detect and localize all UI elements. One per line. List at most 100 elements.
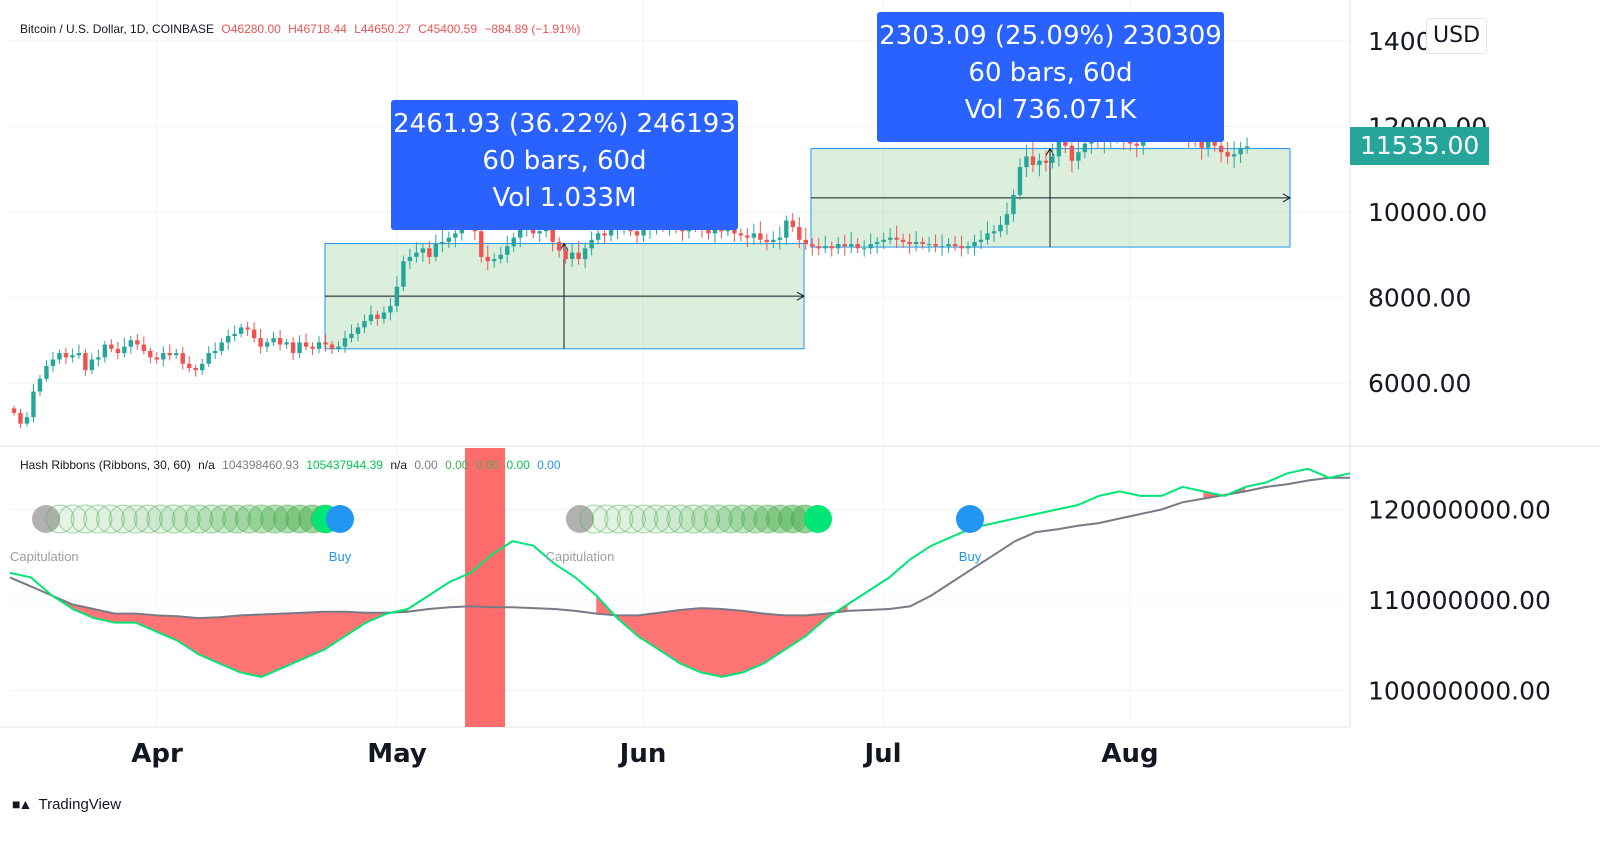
signal-bubble <box>579 504 609 534</box>
candle-body <box>608 229 614 236</box>
price-tick-label: 8000.00 <box>1368 284 1471 313</box>
buy-label: Buy <box>959 549 982 564</box>
signal-bubble <box>678 504 708 534</box>
candle-body <box>518 229 523 238</box>
candle-body <box>602 233 607 236</box>
candle-body <box>861 248 867 250</box>
candle-body <box>732 226 737 234</box>
candle-body <box>362 321 367 328</box>
measure-tooltip-2: 2303.09 (25.09%) 230309 60 bars, 60d Vol… <box>877 12 1224 142</box>
candle-body <box>751 233 757 238</box>
indicator-value-3: n/a <box>390 458 408 472</box>
measure-1-volume: Vol 1.033M <box>492 183 637 213</box>
candle-body <box>1199 139 1204 148</box>
candle-body <box>790 220 795 227</box>
tradingview-icon: ■▲ <box>12 796 32 812</box>
candle-body <box>836 244 841 249</box>
signal-bubble <box>70 504 100 534</box>
currency-button[interactable]: USD <box>1426 18 1488 54</box>
candle-body <box>180 353 185 364</box>
candle-body <box>823 246 828 249</box>
candle-body <box>453 233 458 238</box>
time-tick-label: Apr <box>131 739 183 769</box>
indicator-value-5: 0.00 <box>445 458 469 472</box>
candle-body <box>1244 146 1250 148</box>
measure-2-volume: Vol 736.071K <box>964 95 1137 125</box>
buy-label: Buy <box>329 549 352 564</box>
ribbon-fill <box>1203 486 1246 499</box>
candle-body <box>128 340 134 347</box>
candle-body <box>810 244 815 247</box>
time-tick-label: Jul <box>862 739 901 769</box>
signal-bubble <box>804 505 832 533</box>
indicator-value-7: 0.00 <box>506 458 530 472</box>
signal-bubble <box>716 504 746 534</box>
signal-bubble <box>691 504 721 534</box>
candle-body <box>368 314 374 322</box>
candle-body <box>206 353 211 364</box>
candle-body <box>375 314 380 319</box>
candle-body <box>874 241 880 245</box>
candle-body <box>115 348 121 354</box>
candle-body <box>44 365 49 379</box>
candle-body <box>446 237 452 242</box>
tradingview-logo[interactable]: ■▲ TradingView <box>12 796 121 813</box>
candle-body <box>797 226 802 240</box>
signal-bubble <box>121 504 151 534</box>
candle-body <box>1056 139 1062 157</box>
candle-body <box>998 224 1003 232</box>
measure-2-change: 2303.09 (25.09%) 230309 <box>879 21 1222 51</box>
open-value: O46280.00 <box>221 22 281 36</box>
candle-body <box>589 239 594 249</box>
candle-body <box>492 259 497 262</box>
candle-body <box>1063 139 1068 146</box>
signal-bubble <box>260 504 290 534</box>
ribbon-fill <box>596 595 848 677</box>
candle-body <box>1004 214 1010 225</box>
candle-body <box>388 306 393 313</box>
signal-bubble <box>740 504 770 534</box>
candle-body <box>225 335 231 343</box>
capitulation-label: Capitulation <box>546 549 615 564</box>
time-tick-label: May <box>367 739 427 769</box>
time-tick-label: Jun <box>618 739 667 769</box>
candle-body <box>109 344 114 349</box>
candle-body <box>991 231 997 234</box>
signal-bubble <box>196 504 226 534</box>
candle-body <box>122 346 127 354</box>
candle-body <box>511 237 516 247</box>
candle-body <box>264 342 270 347</box>
candle-body <box>167 353 172 356</box>
indicator-value-4: 0.00 <box>414 458 438 472</box>
price-tick-label: 6000.00 <box>1368 369 1471 398</box>
candle-body <box>329 344 335 349</box>
signal-bubble <box>108 504 138 534</box>
candle-body <box>1205 141 1211 148</box>
candle-body <box>24 417 30 424</box>
indicator-name[interactable]: Hash Ribbons (Ribbons, 30, 60) <box>20 458 191 472</box>
candle-body <box>232 333 237 336</box>
signal-bubble <box>234 504 264 534</box>
candle-body <box>498 254 503 260</box>
candle-body <box>70 355 75 358</box>
candle-body <box>401 261 406 287</box>
candle-body <box>407 256 413 262</box>
measure-arrowhead <box>1282 193 1292 203</box>
candle-body <box>543 229 549 232</box>
candle-body <box>1017 167 1023 195</box>
candle-body <box>556 241 562 251</box>
candle-body <box>939 246 945 248</box>
signal-bubble <box>247 504 277 534</box>
signal-bubble <box>146 504 176 534</box>
candle-body <box>355 327 361 334</box>
signal-bubble <box>728 504 758 534</box>
candle-body <box>31 391 36 418</box>
candle-body <box>933 244 938 247</box>
price-tick-label: 10000.00 <box>1368 198 1487 227</box>
buy-marker <box>326 505 354 533</box>
candle-body <box>316 342 322 349</box>
candle-body <box>323 342 328 345</box>
candle-body <box>1011 194 1016 215</box>
candle-body <box>1024 156 1029 168</box>
signal-bubble <box>616 504 646 534</box>
